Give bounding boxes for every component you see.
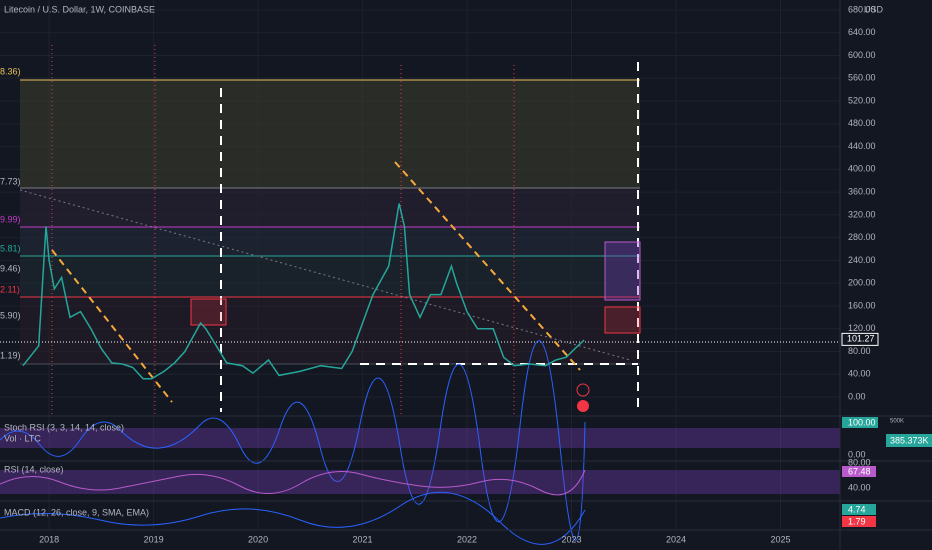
fib-label: 9.46) — [0, 263, 21, 273]
indicator-label: MACD (12, 26, close, 9, SMA, EMA) — [4, 507, 149, 517]
price-tick-label: 320.00 — [848, 209, 876, 219]
fib-label: 8.36) — [0, 66, 21, 76]
long-trend — [19, 189, 631, 361]
time-tick-label: 2024 — [666, 534, 686, 544]
price-tick-label: 600.00 — [848, 50, 876, 60]
dashed-markers — [220, 62, 639, 412]
price-tick-label: 360.00 — [848, 186, 876, 196]
indicator-label: Stoch RSI (3, 3, 14, 14, close) — [4, 422, 124, 432]
indicator-label: Vol · LTC — [4, 433, 41, 443]
currency: USD — [864, 4, 884, 14]
current-price: 101.27 — [847, 334, 875, 344]
price-tick-label: 440.00 — [848, 141, 876, 151]
symbol-title: Litecoin / U.S. Dollar, 1W, COINBASE — [4, 4, 155, 14]
axis-value: 0.00 — [848, 449, 866, 459]
price-tick-label: 280.00 — [848, 232, 876, 242]
price-tick-label: 400.00 — [848, 164, 876, 174]
axis-value: 80.00 — [848, 457, 871, 467]
dynamic: 0.00 40.00 80.00 120.00 160.00 200.00 240.00 28… — [22, 4, 879, 544]
fib-zone — [20, 80, 640, 188]
time-tick-label: 2023 — [562, 534, 582, 544]
time-tick-label: 2019 — [144, 534, 164, 544]
rsi-line — [0, 469, 586, 496]
time-tick-label: 2020 — [248, 534, 268, 544]
fib-zone — [20, 297, 640, 364]
cycle-lines — [51, 45, 515, 415]
time-tick-label: 2022 — [457, 534, 477, 544]
icon — [576, 383, 590, 397]
fib-zone — [20, 227, 640, 256]
value-badge — [842, 504, 876, 515]
time-tick-label: 2025 — [770, 534, 790, 544]
axis-value: 385.373K — [890, 435, 929, 445]
price-tick-label: 0.00 — [848, 391, 866, 401]
value-badge — [886, 434, 932, 447]
target-box — [604, 241, 641, 301]
axis-value: 1.79 — [848, 516, 866, 526]
price-line — [22, 203, 585, 380]
axis-value: 67.48 — [848, 466, 871, 476]
zone-box — [190, 298, 227, 326]
fib-zone — [20, 188, 640, 227]
price-tick-label: 520.00 — [848, 95, 876, 105]
price-tick-label: 120.00 — [848, 323, 876, 333]
price-tick-label: 200.00 — [848, 278, 876, 288]
indicator-label: RSI (14, close) — [4, 464, 64, 474]
price-tick-label: 80.00 — [848, 346, 871, 356]
price-tick-label: 40.00 — [848, 369, 871, 379]
fib-label: 2.11) — [0, 284, 20, 294]
fib-label: 7.73) — [0, 176, 21, 186]
stoch-band — [0, 428, 840, 448]
fib-label: 5.81) — [0, 243, 21, 253]
target-box — [604, 306, 641, 334]
fib-label: 5.90) — [0, 310, 21, 320]
value-badge — [842, 516, 876, 527]
fib-labels: 8.36) 7.73) 9.99) 5.81) 9.46) 2.11) 5.90… — [0, 66, 21, 360]
time-tick-label: 2018 — [39, 534, 59, 544]
fib-label: 9.99) — [0, 214, 21, 224]
price-tick-label: 680.00 — [848, 4, 876, 14]
rsi-band — [0, 470, 840, 494]
fib-label: 1.19) — [0, 350, 21, 360]
price-tick-label: 480.00 — [848, 118, 876, 128]
price-tick-label: 160.00 — [848, 300, 876, 310]
axis-value: 4.74 — [848, 504, 866, 514]
price-tick-label: 240.00 — [848, 255, 876, 265]
axis-value: 500K — [890, 419, 904, 425]
price-tick-label: 560.00 — [848, 73, 876, 83]
value-badge — [842, 417, 878, 428]
axis-value: 100.00 — [848, 417, 876, 427]
trend-lines — [51, 161, 581, 403]
macd-line — [0, 491, 586, 545]
price-tick-label: 640.00 — [848, 27, 876, 37]
value-badge — [842, 466, 876, 477]
icon — [577, 400, 589, 412]
time-tick-label: 2021 — [353, 534, 373, 544]
current-price-badge — [841, 332, 879, 346]
axis-value: 40.00 — [848, 482, 871, 492]
